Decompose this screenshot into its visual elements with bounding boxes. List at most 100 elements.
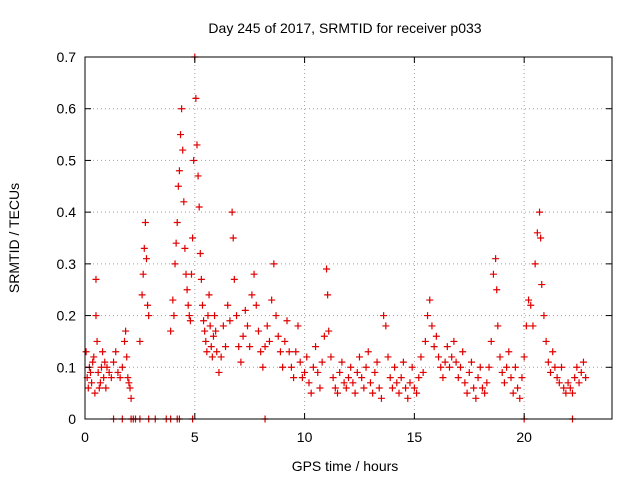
data-point xyxy=(380,312,388,320)
data-point xyxy=(125,379,133,387)
data-point xyxy=(141,218,149,226)
data-point xyxy=(189,234,197,242)
data-point xyxy=(290,374,298,382)
data-point xyxy=(430,343,438,351)
data-point xyxy=(391,363,399,371)
data-point xyxy=(384,353,392,361)
data-point xyxy=(456,363,464,371)
data-point xyxy=(235,343,243,351)
data-point xyxy=(316,384,324,392)
data-point xyxy=(393,379,401,387)
data-point xyxy=(86,368,94,376)
data-point xyxy=(230,275,238,283)
plot-frame xyxy=(84,56,613,420)
y-tick-label: 0.3 xyxy=(57,256,77,272)
data-point xyxy=(566,384,574,392)
data-point xyxy=(139,270,147,278)
data-point xyxy=(432,332,440,340)
data-point xyxy=(205,291,213,299)
data-point xyxy=(340,379,348,387)
data-point xyxy=(347,363,355,371)
y-tick-label: 0.2 xyxy=(57,308,77,324)
data-point xyxy=(500,379,508,387)
data-point xyxy=(503,363,511,371)
data-point xyxy=(179,146,187,154)
data-point xyxy=(121,337,129,345)
data-point xyxy=(439,374,447,382)
data-point xyxy=(257,348,265,356)
data-point xyxy=(96,379,104,387)
data-point xyxy=(180,198,188,206)
data-point xyxy=(560,384,568,392)
data-point xyxy=(228,208,236,216)
data-point xyxy=(538,281,546,289)
data-point xyxy=(243,322,251,330)
data-point xyxy=(388,384,396,392)
data-point xyxy=(461,379,469,387)
data-point xyxy=(217,353,225,361)
data-point xyxy=(362,363,370,371)
data-point xyxy=(208,353,216,361)
data-point xyxy=(272,312,280,320)
data-points xyxy=(82,53,590,423)
data-point xyxy=(187,270,195,278)
data-point xyxy=(197,275,205,283)
data-point xyxy=(175,167,183,175)
data-point xyxy=(320,332,328,340)
data-point xyxy=(522,322,530,330)
data-point xyxy=(250,270,258,278)
data-point xyxy=(170,312,178,320)
data-point xyxy=(185,312,193,320)
data-point xyxy=(101,358,109,366)
data-point xyxy=(183,286,191,294)
data-point xyxy=(265,337,273,345)
data-point xyxy=(358,374,366,382)
data-point xyxy=(336,368,344,376)
data-point xyxy=(402,384,410,392)
data-point xyxy=(219,322,227,330)
data-point xyxy=(226,317,234,325)
x-tick-label: 20 xyxy=(516,429,532,445)
data-point xyxy=(192,94,200,102)
data-point xyxy=(555,379,563,387)
data-point xyxy=(285,348,293,356)
y-tick-label: 0.6 xyxy=(57,101,77,117)
data-point xyxy=(478,384,486,392)
y-axis-label: SRMTID / TECUs xyxy=(6,183,22,293)
data-point xyxy=(437,363,445,371)
data-point xyxy=(233,312,241,320)
data-point xyxy=(95,384,103,392)
data-point xyxy=(419,368,427,376)
data-point xyxy=(118,363,126,371)
data-point xyxy=(169,296,177,304)
data-point xyxy=(582,374,590,382)
data-point xyxy=(195,203,203,211)
data-point xyxy=(404,394,412,402)
data-point xyxy=(516,394,524,402)
y-tick-label: 0.4 xyxy=(57,204,77,220)
data-point xyxy=(184,301,192,309)
data-point xyxy=(307,389,315,397)
data-point xyxy=(186,317,194,325)
data-point xyxy=(571,374,579,382)
data-point xyxy=(547,368,555,376)
data-point xyxy=(207,343,215,351)
data-point xyxy=(177,131,185,139)
data-point xyxy=(454,374,462,382)
data-point xyxy=(531,260,539,268)
data-point xyxy=(481,389,489,397)
data-point xyxy=(410,384,418,392)
data-point xyxy=(167,327,175,335)
data-point xyxy=(494,322,502,330)
data-point xyxy=(472,394,480,402)
data-point xyxy=(102,384,110,392)
data-point xyxy=(426,296,434,304)
x-tick-label: 0 xyxy=(81,429,89,445)
data-point xyxy=(334,389,342,397)
data-point xyxy=(144,301,152,309)
data-point xyxy=(373,358,381,366)
data-point xyxy=(498,368,506,376)
data-point xyxy=(209,332,217,340)
data-point xyxy=(553,374,561,382)
